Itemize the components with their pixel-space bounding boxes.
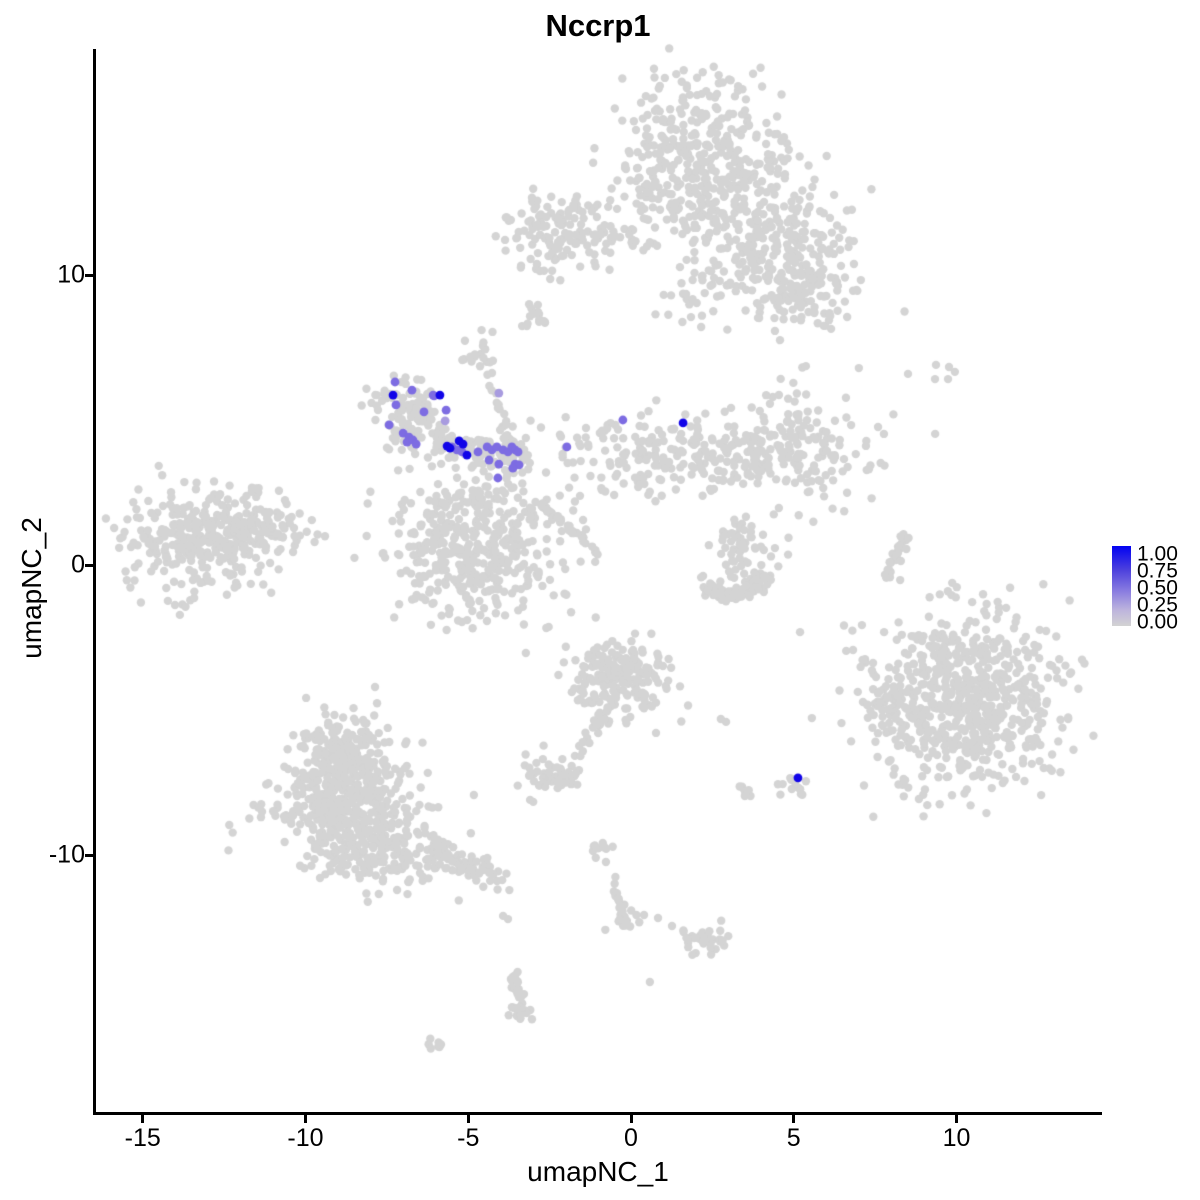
- legend-tick-label: 0.50: [1137, 576, 1178, 600]
- y-tick-mark: [85, 563, 93, 567]
- legend-tick-label: 0.75: [1137, 559, 1178, 583]
- x-tick-mark: [466, 1115, 470, 1123]
- x-tick-label: -15: [124, 1124, 161, 1152]
- plot-title: Nccrp1: [545, 8, 651, 43]
- legend-tick-label: 0.00: [1137, 610, 1178, 634]
- x-axis-line: [93, 1112, 1102, 1115]
- x-tick-label: 0: [624, 1124, 638, 1152]
- y-tick-label: -10: [48, 840, 85, 869]
- legend-colorbar: [1112, 546, 1131, 626]
- y-tick-mark: [85, 853, 93, 857]
- legend-tick-label: 1.00: [1137, 542, 1178, 566]
- y-tick-label: 0: [71, 550, 85, 579]
- y-tick-mark: [85, 273, 93, 277]
- x-axis-title: umapNC_1: [527, 1156, 669, 1187]
- x-tick-label: -5: [457, 1124, 480, 1152]
- x-tick-label: 5: [786, 1124, 801, 1152]
- y-axis-line: [93, 49, 96, 1115]
- x-tick-mark: [141, 1115, 145, 1123]
- y-axis-title: umapNC_2: [16, 517, 47, 659]
- x-tick-mark: [955, 1115, 958, 1123]
- y-tick-label: 10: [57, 260, 85, 289]
- x-tick-mark: [304, 1115, 307, 1123]
- x-tick-mark: [629, 1115, 633, 1123]
- x-tick-label: -10: [287, 1124, 324, 1152]
- x-tick-mark: [792, 1115, 796, 1123]
- expression-legend: 1.00 0.75 0.50 0.25 0.00: [1112, 542, 1198, 638]
- x-tick-label: 10: [942, 1124, 971, 1152]
- legend-tick-label: 0.25: [1137, 593, 1178, 617]
